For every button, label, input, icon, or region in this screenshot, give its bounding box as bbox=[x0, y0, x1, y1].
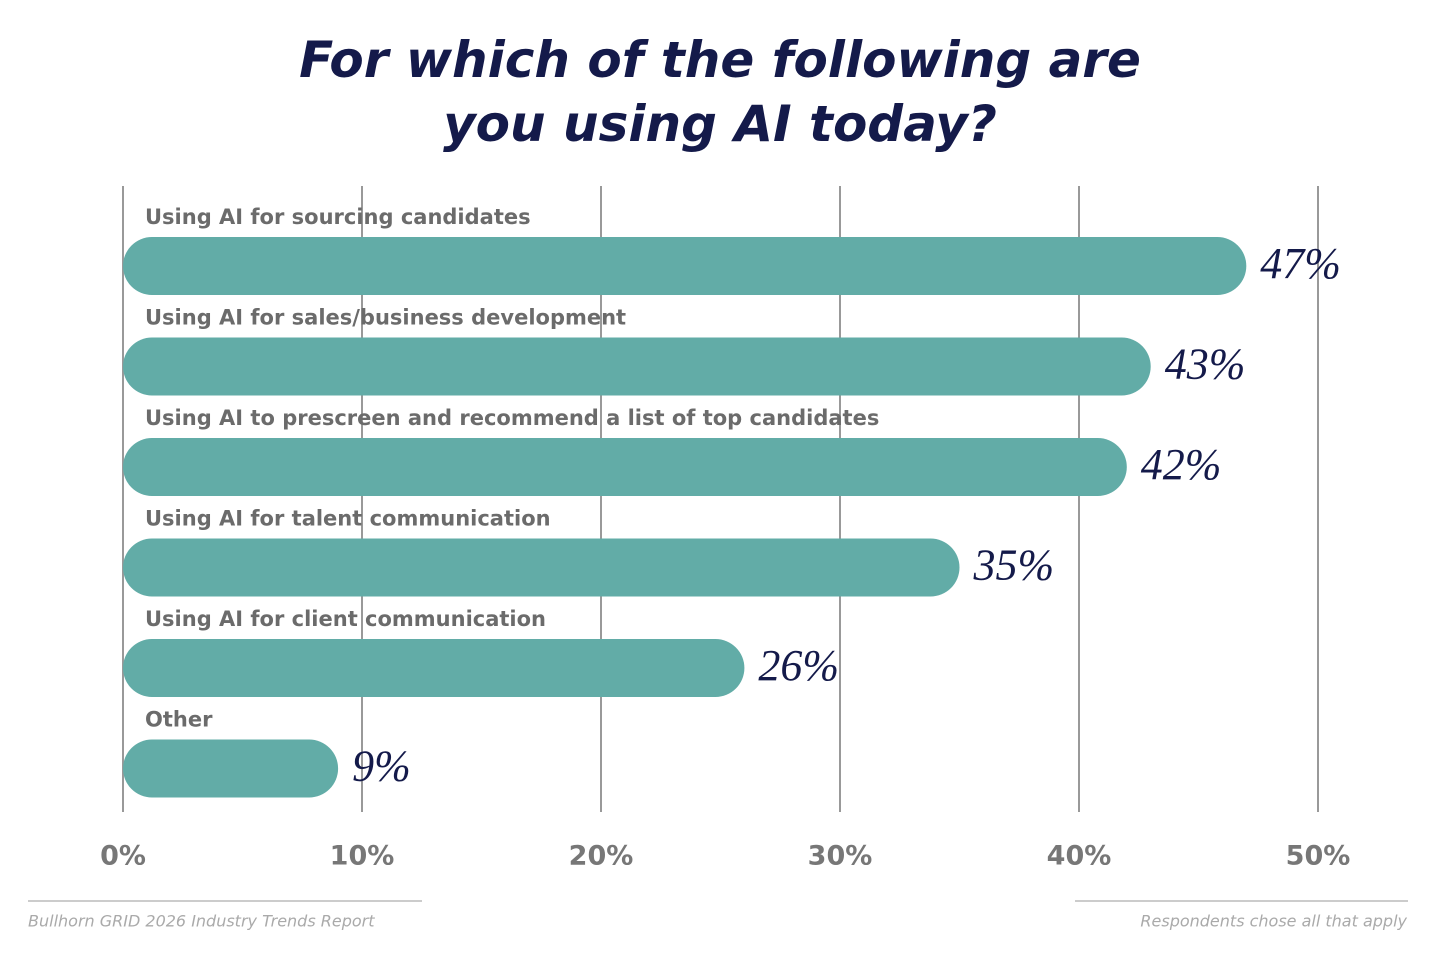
value-label: 35% bbox=[973, 541, 1055, 590]
value-label: 26% bbox=[758, 641, 839, 690]
category-label: Using AI for talent communication bbox=[145, 507, 551, 531]
note: Respondents chose all that apply bbox=[1140, 912, 1407, 931]
bar bbox=[123, 538, 960, 597]
x-tick-label: 0% bbox=[100, 841, 146, 872]
x-tick-label: 40% bbox=[1047, 841, 1112, 872]
x-tick-label: 30% bbox=[808, 841, 873, 872]
x-tick-label: 20% bbox=[569, 841, 634, 872]
x-tick-label: 50% bbox=[1286, 841, 1351, 872]
bar bbox=[123, 438, 1127, 496]
source: Bullhorn GRID 2026 Industry Trends Repor… bbox=[28, 912, 375, 931]
category-label: Using AI for client communication bbox=[145, 607, 546, 631]
value-label: 9% bbox=[352, 742, 411, 791]
bar bbox=[123, 639, 745, 697]
bar bbox=[123, 739, 339, 798]
x-tick-label: 10% bbox=[330, 841, 395, 872]
bar bbox=[123, 337, 1151, 396]
category-label: Other bbox=[145, 708, 213, 732]
category-label: Using AI to prescreen and recommend a li… bbox=[145, 406, 879, 430]
value-label: 43% bbox=[1165, 340, 1246, 389]
bar bbox=[123, 237, 1247, 295]
value-label: 47% bbox=[1260, 239, 1341, 288]
chart-title: For which of the following are you using… bbox=[299, 31, 1141, 153]
category-label: Using AI for sales/business development bbox=[145, 306, 626, 330]
value-label: 42% bbox=[1141, 440, 1222, 489]
category-label: Using AI for sourcing candidates bbox=[145, 205, 531, 229]
